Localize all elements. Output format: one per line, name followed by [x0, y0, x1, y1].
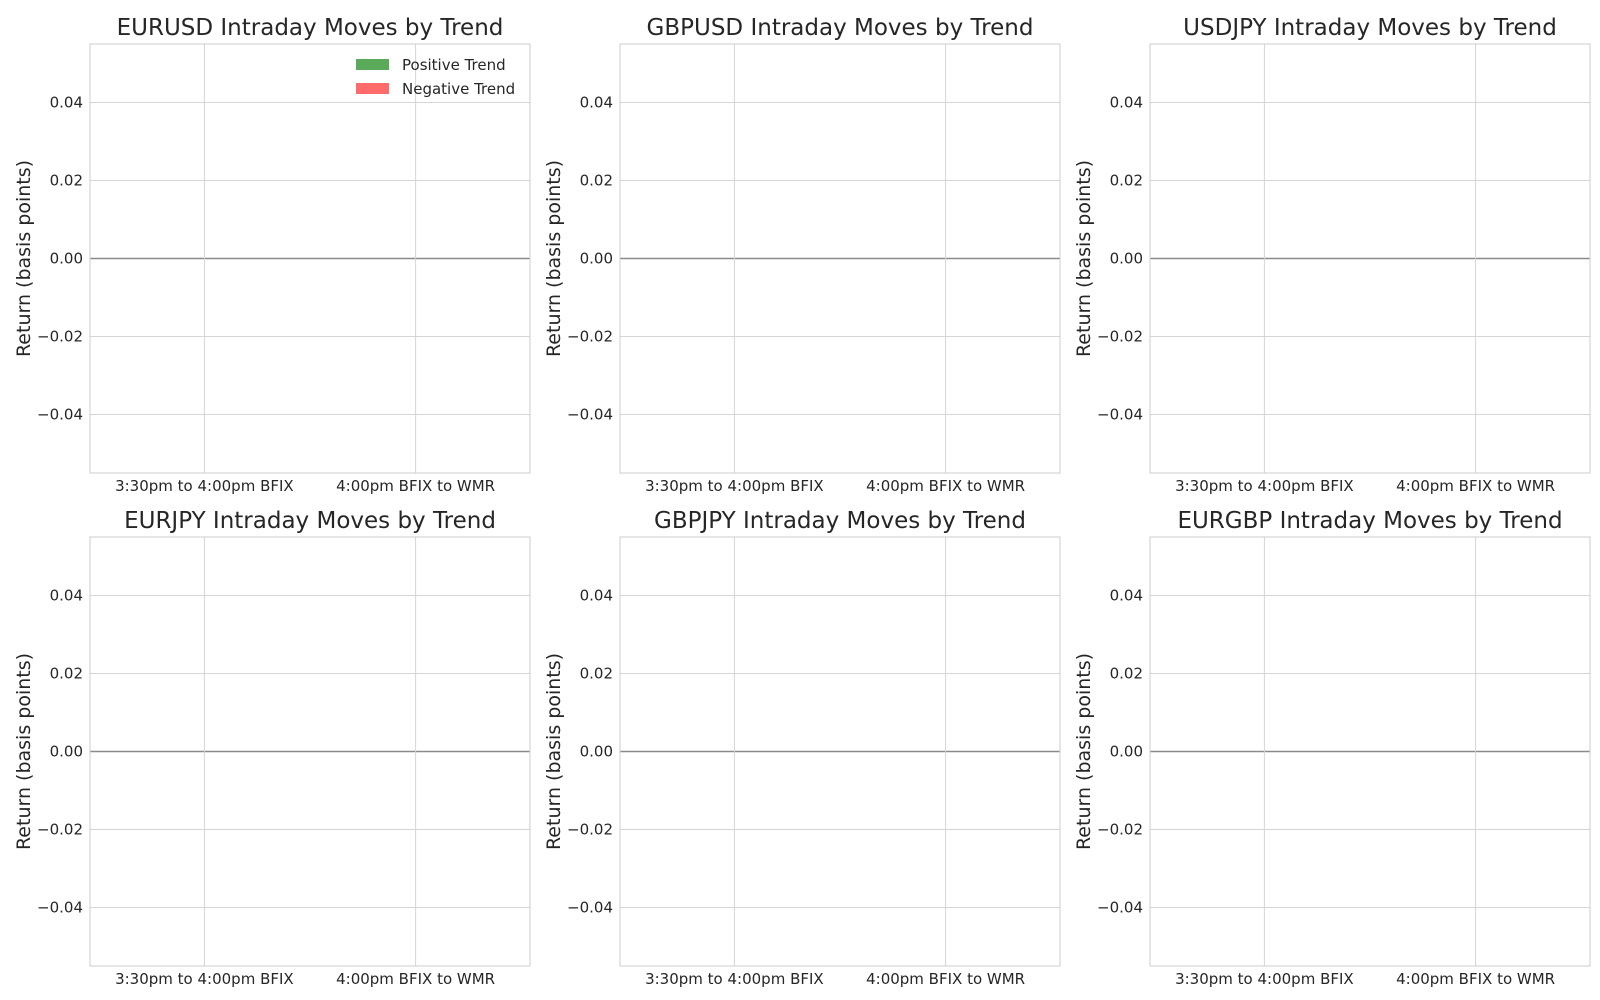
legend-label: Positive Trend: [402, 56, 506, 74]
y-tick-label: 0.02: [1110, 665, 1143, 683]
y-tick-label: 0.00: [1110, 743, 1143, 761]
legend-swatch: [356, 59, 389, 70]
y-tick-label: 0.00: [580, 743, 613, 761]
subplot-title: USDJPY Intraday Moves by Trend: [1183, 15, 1557, 41]
legend-swatch: [356, 83, 389, 94]
y-tick-label: 0.04: [1110, 587, 1143, 605]
x-tick-label: 3:30pm to 4:00pm BFIX: [115, 970, 294, 988]
y-axis-label: Return (basis points): [13, 653, 35, 850]
y-axis-label: Return (basis points): [1073, 160, 1095, 357]
y-axis-label: Return (basis points): [543, 653, 565, 850]
x-tick-label: 3:30pm to 4:00pm BFIX: [1175, 477, 1354, 495]
x-tick-label: 3:30pm to 4:00pm BFIX: [1175, 970, 1354, 988]
x-tick-label: 3:30pm to 4:00pm BFIX: [645, 477, 824, 495]
subplot-title: EURGBP Intraday Moves by Trend: [1177, 508, 1562, 534]
x-tick-label: 3:30pm to 4:00pm BFIX: [645, 970, 824, 988]
subplot-5: −0.04 −0.02 0.00 0.02 0.04 3:30pm to 4:00pm B…: [1073, 508, 1591, 988]
subplot-title: GBPJPY Intraday Moves by Trend: [654, 508, 1026, 534]
y-tick-label: −0.04: [1097, 899, 1143, 917]
y-tick-label: 0.04: [580, 94, 613, 112]
y-tick-label: −0.04: [37, 899, 83, 917]
y-tick-label: 0.02: [580, 665, 613, 683]
subplot-2: −0.04 −0.02 0.00 0.02 0.04 3:30pm to 4:00pm B…: [1073, 15, 1591, 495]
legend-label: Negative Trend: [402, 80, 515, 98]
x-tick-label: 4:00pm BFIX to WMR: [1396, 970, 1555, 988]
y-tick-label: 0.00: [1110, 250, 1143, 268]
y-tick-label: 0.02: [580, 172, 613, 190]
plot-frame: [619, 43, 1061, 474]
y-tick-label: −0.02: [37, 821, 83, 839]
plot-frame: [89, 536, 531, 967]
y-tick-label: −0.02: [1097, 821, 1143, 839]
subplot-4: −0.04 −0.02 0.00 0.02 0.04 3:30pm to 4:00pm B…: [543, 508, 1061, 988]
y-tick-label: −0.04: [567, 406, 613, 424]
x-tick-label: 4:00pm BFIX to WMR: [1396, 477, 1555, 495]
y-tick-label: 0.02: [50, 665, 83, 683]
y-axis-label: Return (basis points): [543, 160, 565, 357]
y-tick-label: −0.02: [1097, 328, 1143, 346]
plot-frame: [1149, 536, 1591, 967]
y-tick-label: −0.04: [37, 406, 83, 424]
y-tick-label: 0.00: [50, 250, 83, 268]
subplot-title: EURJPY Intraday Moves by Trend: [124, 508, 496, 534]
x-tick-label: 3:30pm to 4:00pm BFIX: [115, 477, 294, 495]
y-tick-label: −0.02: [567, 328, 613, 346]
subplot-title: GBPUSD Intraday Moves by Trend: [647, 15, 1034, 41]
y-tick-label: 0.00: [50, 743, 83, 761]
y-tick-label: −0.04: [567, 899, 613, 917]
y-tick-label: 0.04: [50, 587, 83, 605]
x-tick-label: 4:00pm BFIX to WMR: [336, 477, 495, 495]
y-axis-label: Return (basis points): [1073, 653, 1095, 850]
y-tick-label: 0.02: [1110, 172, 1143, 190]
y-tick-label: −0.02: [37, 328, 83, 346]
y-tick-label: −0.04: [1097, 406, 1143, 424]
y-tick-label: 0.04: [50, 94, 83, 112]
x-tick-label: 4:00pm BFIX to WMR: [866, 970, 1025, 988]
subplot-title: EURUSD Intraday Moves by Trend: [117, 15, 504, 41]
plot-frame: [619, 536, 1061, 967]
y-tick-label: 0.02: [50, 172, 83, 190]
plot-frame: [1149, 43, 1591, 474]
y-tick-label: −0.02: [567, 821, 613, 839]
subplot-1: −0.04 −0.02 0.00 0.02 0.04 3:30pm to 4:00pm B…: [543, 15, 1061, 495]
y-tick-label: 0.00: [580, 250, 613, 268]
subplot-3: −0.04 −0.02 0.00 0.02 0.04 3:30pm to 4:00pm B…: [13, 508, 531, 988]
x-tick-label: 4:00pm BFIX to WMR: [336, 970, 495, 988]
plot-frame: [89, 43, 531, 474]
subplot-0: −0.04 −0.02 0.00 0.02 0.04 3:30pm to 4:00pm B…: [13, 15, 531, 495]
x-tick-label: 4:00pm BFIX to WMR: [866, 477, 1025, 495]
legend: Positive Trend Negative Trend: [356, 56, 515, 98]
y-tick-label: 0.04: [580, 587, 613, 605]
y-tick-label: 0.04: [1110, 94, 1143, 112]
y-axis-label: Return (basis points): [13, 160, 35, 357]
